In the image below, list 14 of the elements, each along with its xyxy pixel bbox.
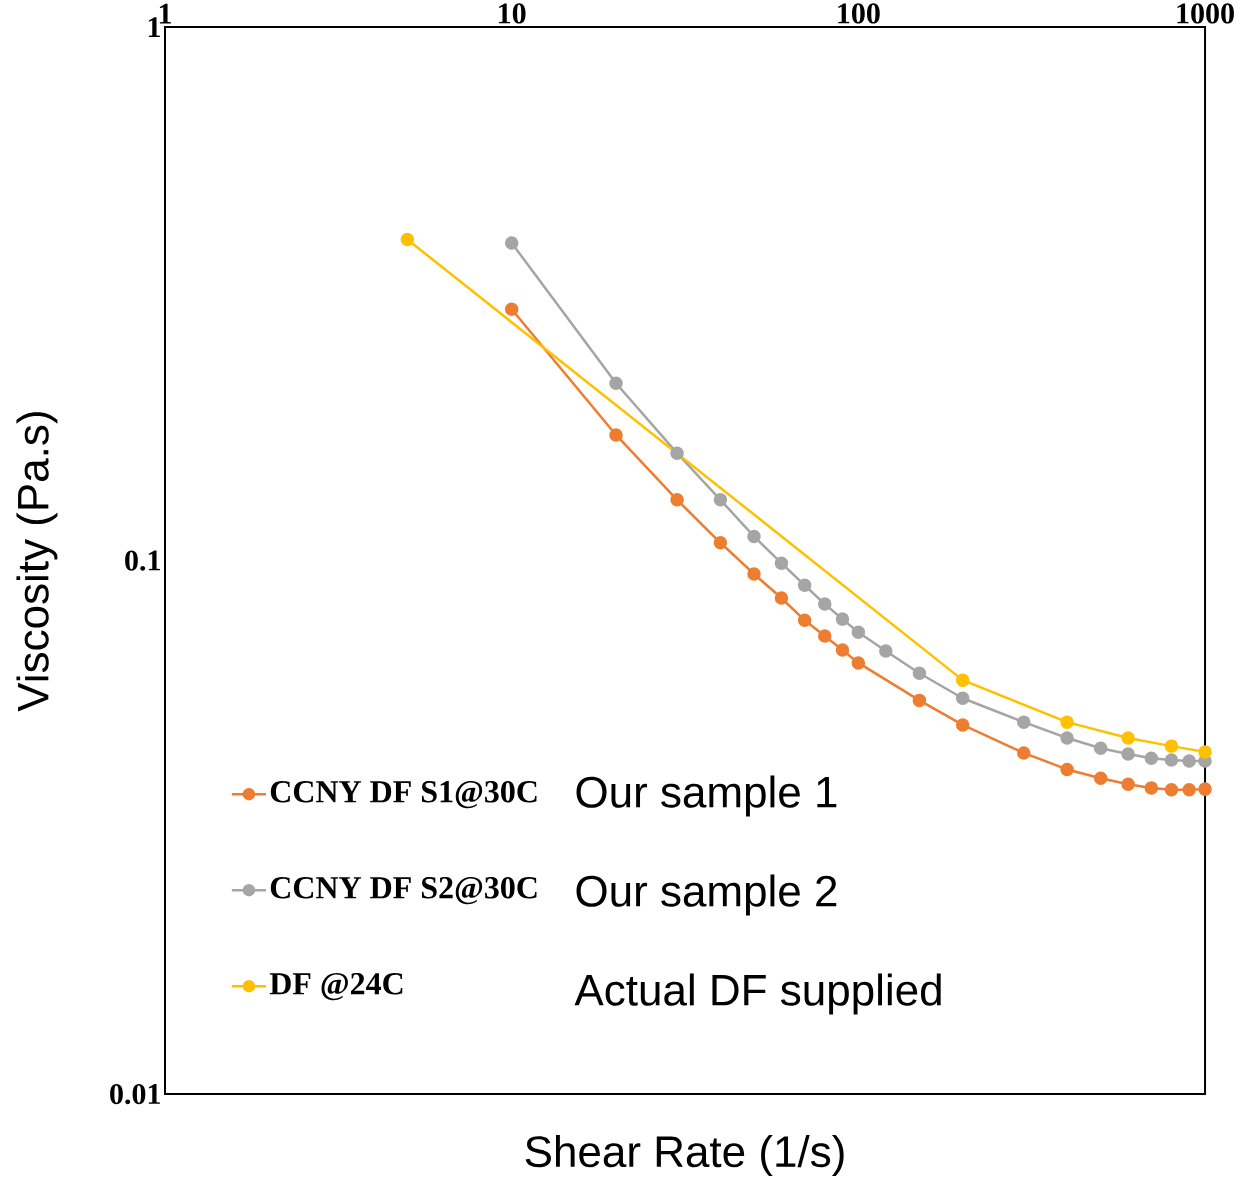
annotation: Actual DF supplied [574,973,941,1015]
x-tick-label: 100 [838,3,880,24]
annotation: Our sample 2 [576,874,837,916]
legend-label: CCNY DF S2@30C [270,876,537,905]
x-axis-title: Shear Rate (1/s) [525,1134,844,1176]
x-tick-label: 1000 [1177,3,1234,24]
legend-label: CCNY DF S1@30C [270,780,537,809]
y-tick-label: 0.1 [125,550,160,571]
y-axis-title: Viscosity (Pa.s) [16,412,58,712]
annotation: Our sample 1 [576,775,837,817]
legend-label: DF @24C [269,972,403,1001]
x-tick-label: 10 [499,3,526,24]
y-tick-label: 1 [148,17,160,37]
y-tick-label: 0.01 [110,1083,160,1105]
